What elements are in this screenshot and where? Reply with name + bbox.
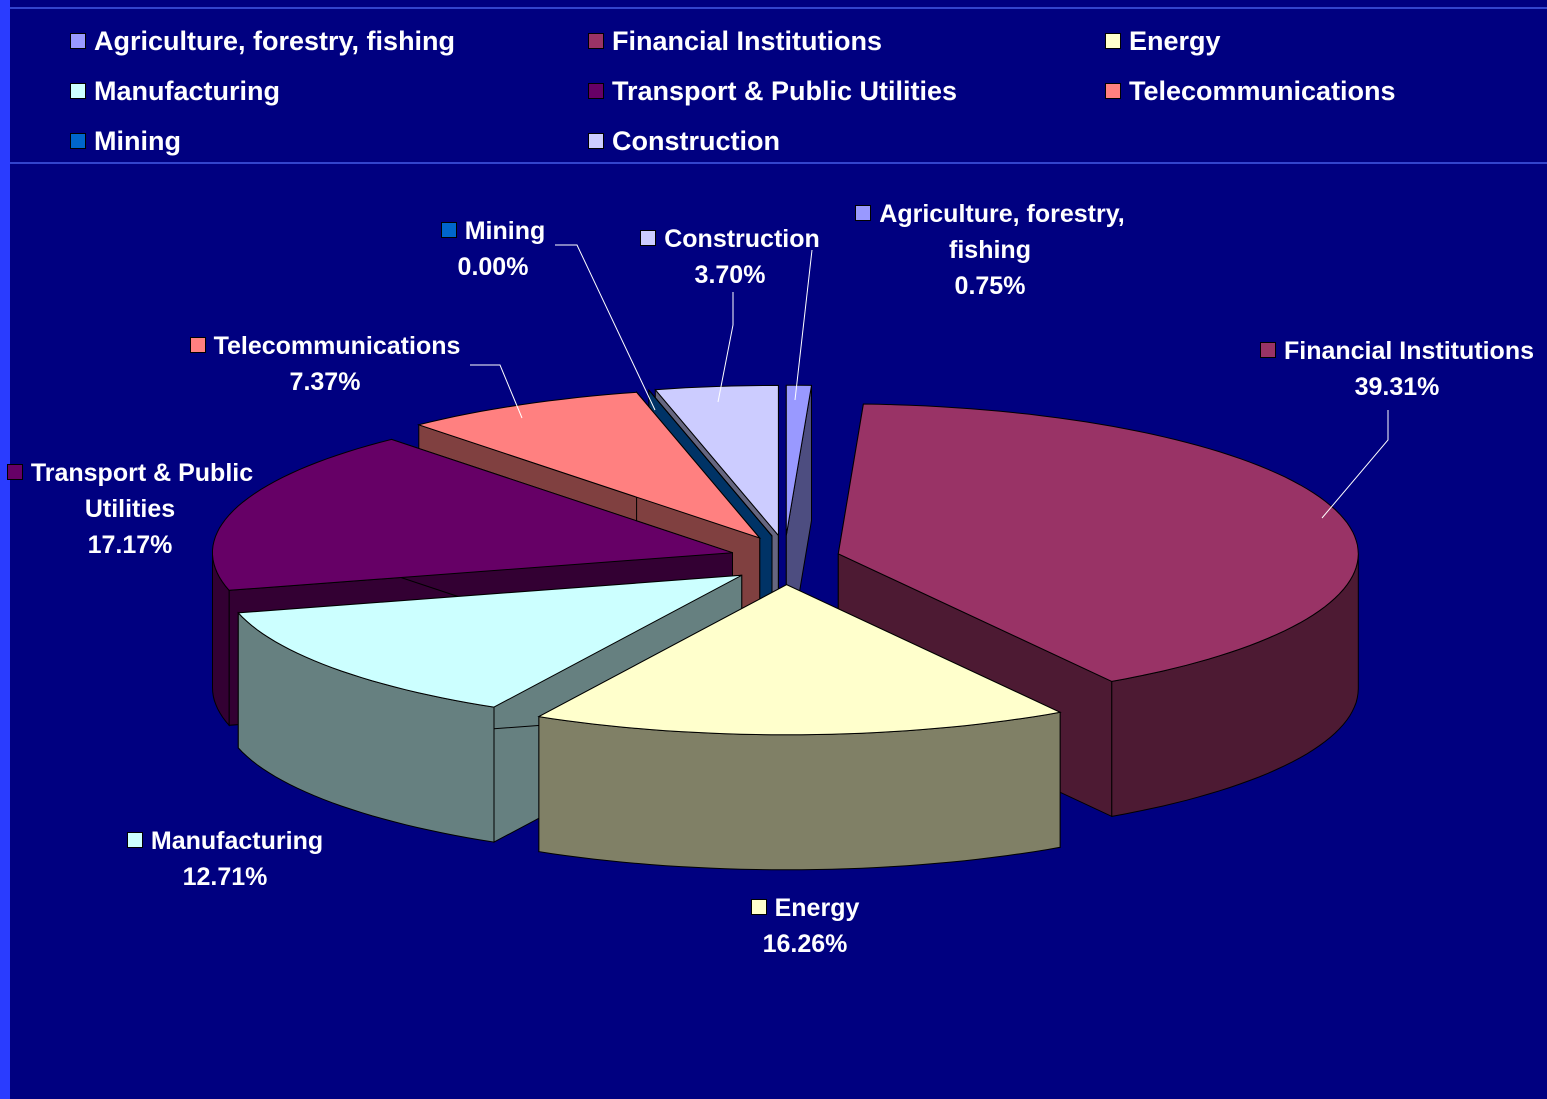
label-name: Transport & Public Utilities bbox=[30, 459, 254, 523]
slice-top bbox=[785, 384, 813, 536]
leader-lines bbox=[470, 244, 1389, 519]
label-value: 3.70% bbox=[694, 261, 766, 289]
legend-swatch bbox=[70, 133, 86, 149]
slice-top bbox=[654, 384, 779, 537]
label-value: 0.75% bbox=[954, 272, 1026, 300]
leader-line bbox=[717, 292, 734, 403]
leader-line bbox=[794, 249, 813, 401]
legend-entry: Financial Institutions bbox=[588, 26, 882, 56]
data-label: Construction 3.70% bbox=[620, 221, 840, 293]
data-label: Telecommunications 7.37% bbox=[165, 328, 485, 400]
label-name: Energy bbox=[774, 894, 860, 922]
label-name: Mining bbox=[464, 217, 546, 245]
pie bbox=[212, 384, 1359, 871]
label-value: 7.37% bbox=[289, 368, 361, 396]
data-label: Financial Institutions 39.31% bbox=[1237, 333, 1547, 405]
legend-swatch bbox=[70, 83, 86, 99]
legend-swatch bbox=[1105, 33, 1121, 49]
label-swatch bbox=[855, 205, 872, 221]
left-border bbox=[0, 0, 10, 1099]
label-name: Construction bbox=[664, 225, 820, 253]
legend-label: Transport & Public Utilities bbox=[612, 76, 958, 106]
slice-top bbox=[416, 391, 762, 540]
data-label: Energy 16.26% bbox=[705, 890, 905, 962]
legend-label: Financial Institutions bbox=[612, 26, 883, 56]
legend-entry: Mining bbox=[70, 126, 181, 156]
slice-wall bbox=[538, 711, 1061, 871]
legend-swatch bbox=[588, 133, 604, 149]
leader-line bbox=[470, 364, 523, 419]
legend-entry: Transport & Public Utilities bbox=[588, 76, 957, 106]
slice-top bbox=[237, 574, 742, 708]
label-swatch bbox=[189, 337, 206, 353]
legend-swatch bbox=[588, 33, 604, 49]
legend-swatch bbox=[1105, 83, 1121, 99]
label-swatch bbox=[126, 832, 143, 848]
slice bbox=[537, 583, 1062, 871]
legend-entry: Construction bbox=[588, 126, 780, 156]
legend-label: Mining bbox=[94, 126, 181, 156]
data-label: Transport & Public Utilities 17.17% bbox=[5, 455, 255, 563]
legend-label: Energy bbox=[1129, 26, 1221, 56]
legend-entry: Agriculture, forestry, fishing bbox=[70, 26, 455, 56]
legend-label: Manufacturing bbox=[94, 76, 280, 106]
leader-line bbox=[1321, 410, 1389, 519]
slice-top bbox=[648, 389, 773, 537]
label-name: Financial Institutions bbox=[1283, 337, 1534, 365]
legend-label: Construction bbox=[612, 126, 780, 156]
label-name: Agriculture, forestry, fishing bbox=[879, 200, 1125, 264]
data-label: Agriculture, forestry, fishing 0.75% bbox=[840, 196, 1140, 304]
label-swatch bbox=[640, 230, 657, 246]
legend-swatch bbox=[70, 33, 86, 49]
label-value: 39.31% bbox=[1354, 373, 1440, 401]
leader-line bbox=[555, 244, 656, 411]
slice-top bbox=[837, 403, 1359, 682]
label-name: Manufacturing bbox=[150, 827, 324, 855]
legend-label: Agriculture, forestry, fishing bbox=[94, 26, 456, 56]
legend-entry: Telecommunications bbox=[1105, 76, 1396, 106]
slice-top bbox=[212, 438, 733, 591]
label-name: Telecommunications bbox=[213, 332, 461, 360]
data-label: Mining 0.00% bbox=[423, 213, 563, 285]
label-value: 17.17% bbox=[87, 531, 173, 559]
label-swatch bbox=[440, 222, 457, 238]
legend-entry: Manufacturing bbox=[70, 76, 280, 106]
label-swatch bbox=[1259, 342, 1276, 358]
label-value: 16.26% bbox=[762, 930, 848, 958]
label-value: 12.71% bbox=[182, 863, 268, 891]
label-swatch bbox=[6, 464, 23, 480]
label-swatch bbox=[750, 899, 767, 915]
label-value: 0.00% bbox=[457, 253, 529, 281]
legend-entry: Energy bbox=[1105, 26, 1221, 56]
data-label: Manufacturing 12.71% bbox=[105, 823, 345, 895]
slice-top bbox=[537, 584, 1062, 736]
legend-label: Telecommunications bbox=[1129, 76, 1396, 106]
legend-swatch bbox=[588, 83, 604, 99]
